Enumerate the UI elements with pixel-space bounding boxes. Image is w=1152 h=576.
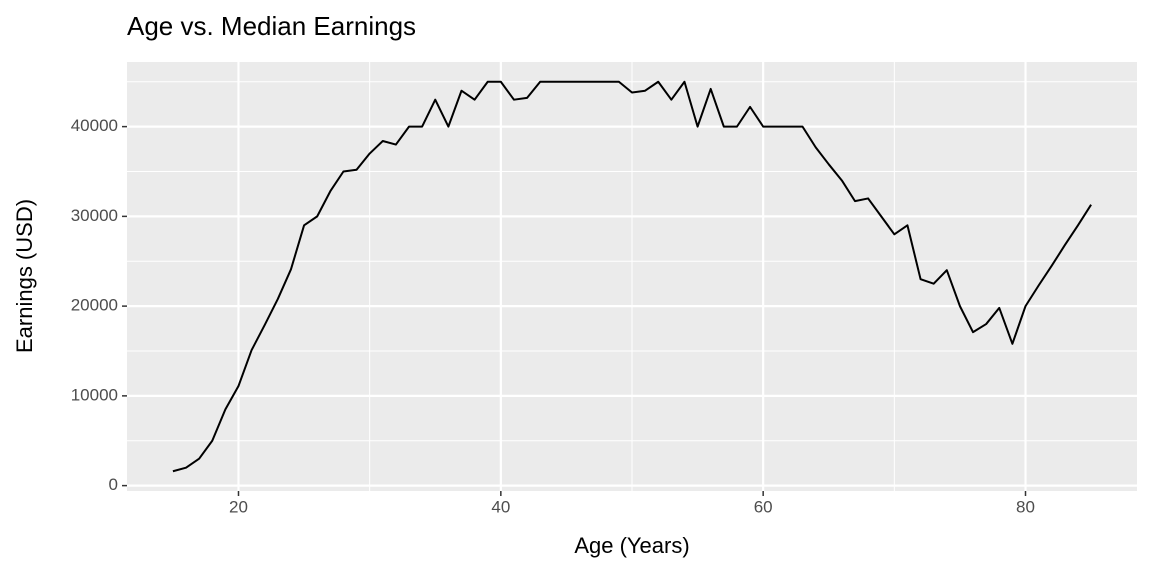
line [172, 80, 1092, 473]
y-tick-label: 30000 [71, 206, 118, 225]
x-tick-label: 80 [1016, 497, 1035, 516]
x-axis-label: Age (Years) [574, 533, 689, 558]
y-tick-label: 10000 [71, 385, 118, 404]
x-tick-label: 20 [229, 497, 248, 516]
y-tick-label: 20000 [71, 296, 118, 315]
x-tick-label: 40 [491, 497, 510, 516]
chart-title: Age vs. Median Earnings [127, 11, 416, 41]
y-tick-label: 40000 [71, 116, 118, 135]
y-tick-label: 0 [109, 475, 118, 494]
x-tick-label: 60 [754, 497, 773, 516]
y-axis-label: Earnings (USD) [12, 199, 37, 353]
